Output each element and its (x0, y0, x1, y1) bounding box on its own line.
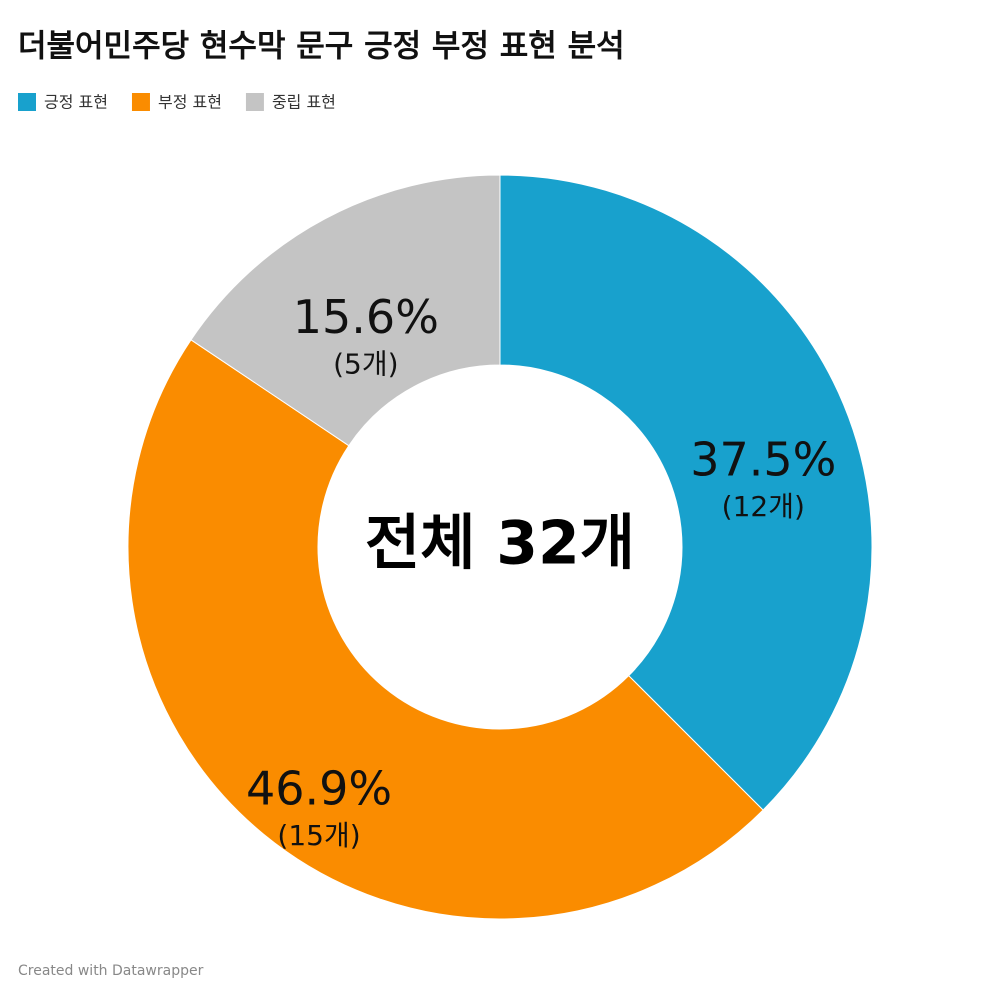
donut-slice (190, 174, 501, 447)
legend-swatch (131, 93, 150, 111)
legend-label: 중립 표현 (272, 93, 336, 112)
legend-swatch (18, 93, 36, 111)
value-label: 46.9% (246, 762, 392, 816)
chart-title: 더불어민주당 현수막 문구 긍정 부정 표현 분석 (18, 29, 625, 65)
value-label: 15.6% (293, 290, 439, 344)
donut-slice (127, 339, 764, 920)
donut-slice (499, 174, 873, 811)
footer: Created with Datawrapper (18, 963, 204, 979)
center-label: 전체 32개 (365, 509, 635, 579)
count-label: (12개) (722, 490, 805, 523)
legend-label: 부정 표현 (158, 93, 222, 112)
count-label: (5개) (333, 348, 398, 381)
legend-swatch (245, 93, 264, 111)
legend-label: 긍정 표현 (44, 93, 108, 112)
value-label: 37.5% (690, 432, 836, 486)
count-label: (15개) (277, 819, 360, 852)
